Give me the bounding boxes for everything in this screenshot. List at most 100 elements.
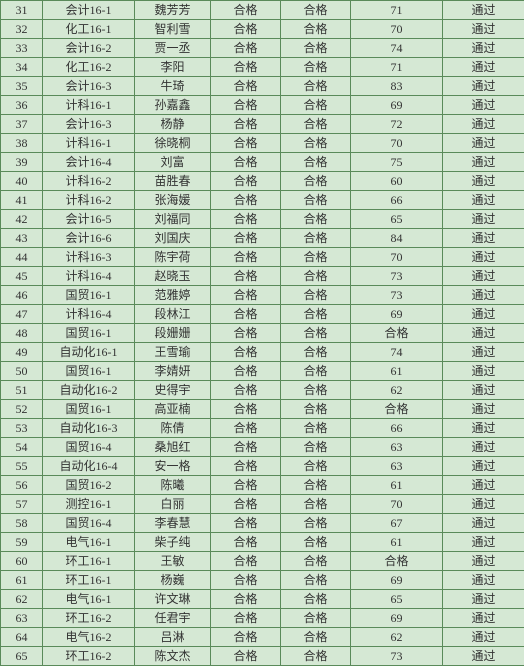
table-cell: 陈宇荷 <box>135 248 211 267</box>
table-cell: 66 <box>351 191 443 210</box>
table-row: 43会计16-6刘国庆合格合格84通过 <box>1 229 524 248</box>
table-cell: 史得宇 <box>135 381 211 400</box>
table-cell: 测控16-1 <box>43 495 135 514</box>
table-cell: 环工16-2 <box>43 647 135 666</box>
table-cell: 合格 <box>211 571 281 590</box>
table-cell: 孙嘉鑫 <box>135 96 211 115</box>
table-cell: 通过 <box>443 134 524 153</box>
table-cell: 徐晓桐 <box>135 134 211 153</box>
table-cell: 合格 <box>281 552 351 571</box>
table-cell: 合格 <box>211 77 281 96</box>
table-cell: 59 <box>1 533 43 552</box>
table-cell: 合格 <box>281 590 351 609</box>
table-cell: 65 <box>1 647 43 666</box>
table-cell: 合格 <box>351 324 443 343</box>
table-body: 31会计16-1魏芳芳合格合格71通过32化工16-1智利雪合格合格70通过33… <box>1 1 524 666</box>
table-row: 55自动化16-4安一格合格合格63通过 <box>1 457 524 476</box>
table-cell: 69 <box>351 96 443 115</box>
table-cell: 65 <box>351 210 443 229</box>
table-cell: 会计16-5 <box>43 210 135 229</box>
table-row: 46国贸16-1范雅婷合格合格73通过 <box>1 286 524 305</box>
table-cell: 通过 <box>443 115 524 134</box>
table-cell: 合格 <box>211 96 281 115</box>
table-cell: 会计16-4 <box>43 153 135 172</box>
table-cell: 74 <box>351 39 443 58</box>
table-cell: 合格 <box>281 305 351 324</box>
table-cell: 段林江 <box>135 305 211 324</box>
table-cell: 段姗姗 <box>135 324 211 343</box>
table-cell: 合格 <box>281 457 351 476</box>
table-cell: 合格 <box>281 172 351 191</box>
table-cell: 陈文杰 <box>135 647 211 666</box>
table-cell: 合格 <box>211 286 281 305</box>
table-cell: 70 <box>351 20 443 39</box>
table-cell: 合格 <box>211 248 281 267</box>
table-cell: 49 <box>1 343 43 362</box>
table-cell: 合格 <box>211 1 281 20</box>
table-cell: 环工16-1 <box>43 552 135 571</box>
table-cell: 自动化16-2 <box>43 381 135 400</box>
table-cell: 通过 <box>443 1 524 20</box>
table-cell: 合格 <box>281 77 351 96</box>
table-cell: 合格 <box>281 381 351 400</box>
table-cell: 71 <box>351 1 443 20</box>
table-cell: 70 <box>351 495 443 514</box>
table-cell: 65 <box>351 590 443 609</box>
table-row: 39会计16-4刘富合格合格75通过 <box>1 153 524 172</box>
table-cell: 会计16-3 <box>43 115 135 134</box>
table-cell: 柴子纯 <box>135 533 211 552</box>
table-cell: 合格 <box>281 476 351 495</box>
table-cell: 32 <box>1 20 43 39</box>
table-cell: 63 <box>1 609 43 628</box>
table-cell: 王雪瑜 <box>135 343 211 362</box>
table-cell: 计科16-2 <box>43 172 135 191</box>
table-cell: 44 <box>1 248 43 267</box>
table-row: 45计科16-4赵晓玉合格合格73通过 <box>1 267 524 286</box>
table-cell: 电气16-1 <box>43 590 135 609</box>
table-cell: 通过 <box>443 400 524 419</box>
table-row: 31会计16-1魏芳芳合格合格71通过 <box>1 1 524 20</box>
table-cell: 46 <box>1 286 43 305</box>
table-cell: 合格 <box>211 381 281 400</box>
table-row: 35会计16-3牛琦合格合格83通过 <box>1 77 524 96</box>
table-cell: 52 <box>1 400 43 419</box>
table-cell: 合格 <box>211 362 281 381</box>
table-cell: 合格 <box>281 628 351 647</box>
table-cell: 会计16-1 <box>43 1 135 20</box>
table-cell: 合格 <box>211 476 281 495</box>
table-row: 34化工16-2李阳合格合格71通过 <box>1 58 524 77</box>
table-cell: 合格 <box>211 267 281 286</box>
table-cell: 通过 <box>443 267 524 286</box>
table-cell: 66 <box>351 419 443 438</box>
table-cell: 杨巍 <box>135 571 211 590</box>
table-cell: 计科16-4 <box>43 305 135 324</box>
table-cell: 国贸16-1 <box>43 400 135 419</box>
table-cell: 34 <box>1 58 43 77</box>
table-cell: 72 <box>351 115 443 134</box>
table-cell: 31 <box>1 1 43 20</box>
table-cell: 通过 <box>443 172 524 191</box>
table-cell: 40 <box>1 172 43 191</box>
table-cell: 35 <box>1 77 43 96</box>
table-cell: 33 <box>1 39 43 58</box>
table-cell: 通过 <box>443 609 524 628</box>
table-cell: 通过 <box>443 324 524 343</box>
table-cell: 李阳 <box>135 58 211 77</box>
table-row: 33会计16-2贾一丞合格合格74通过 <box>1 39 524 58</box>
table-cell: 合格 <box>211 134 281 153</box>
table-cell: 合格 <box>281 39 351 58</box>
table-cell: 38 <box>1 134 43 153</box>
table-cell: 61 <box>351 476 443 495</box>
table-cell: 73 <box>351 647 443 666</box>
table-cell: 国贸16-1 <box>43 286 135 305</box>
table-cell: 杨静 <box>135 115 211 134</box>
table-cell: 通过 <box>443 191 524 210</box>
table-cell: 国贸16-1 <box>43 324 135 343</box>
table-row: 64电气16-2吕淋合格合格62通过 <box>1 628 524 647</box>
table-cell: 合格 <box>281 191 351 210</box>
table-cell: 电气16-1 <box>43 533 135 552</box>
table-cell: 通过 <box>443 153 524 172</box>
table-row: 65环工16-2陈文杰合格合格73通过 <box>1 647 524 666</box>
table-cell: 合格 <box>211 58 281 77</box>
table-cell: 合格 <box>211 153 281 172</box>
